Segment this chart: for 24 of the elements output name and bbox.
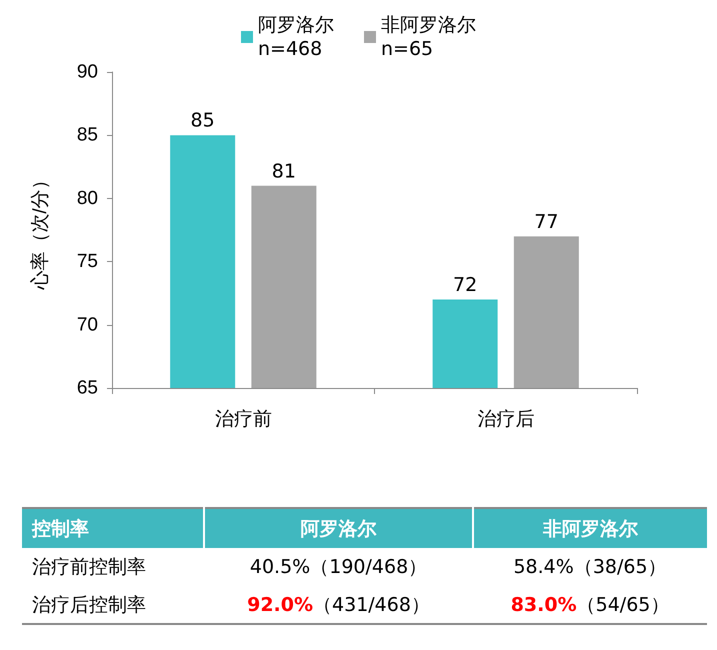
category-label: 控制率 bbox=[22, 508, 204, 548]
y-tick-label: 75 bbox=[76, 251, 98, 272]
y-tick-label: 90 bbox=[76, 62, 98, 82]
legend-label: 阿罗洛尔 n=468 bbox=[258, 14, 334, 60]
text: 83.0%（54/65） bbox=[510, 594, 670, 616]
y-axis-title: 心率（次/分） bbox=[29, 170, 51, 291]
category-label: 非阿罗洛尔 bbox=[473, 508, 707, 548]
y-tick-label: 65 bbox=[76, 378, 98, 398]
text: 58.4%（38/65） bbox=[513, 556, 667, 578]
y-tick-label: 80 bbox=[76, 188, 98, 209]
category-label: 治疗后控制率 bbox=[32, 594, 146, 616]
data-label: 77 bbox=[534, 210, 558, 233]
text: 92.0%（431/468） bbox=[247, 594, 430, 616]
category-label: 阿罗洛尔 bbox=[204, 508, 474, 548]
text: 40.5%（190/468） bbox=[250, 556, 428, 578]
y-tick-label: 70 bbox=[76, 314, 98, 336]
category-label: 治疗前控制率 bbox=[32, 556, 146, 578]
legend-label: 非阿罗洛尔 n=65 bbox=[381, 14, 476, 60]
y-tick-label: 85 bbox=[76, 124, 98, 146]
data-label: 85 bbox=[190, 110, 215, 132]
x-tick-label: 治疗后 bbox=[477, 409, 534, 430]
data-label: 81 bbox=[272, 160, 296, 182]
x-tick-label: 治疗前 bbox=[214, 409, 272, 430]
data-label: 72 bbox=[453, 274, 478, 296]
